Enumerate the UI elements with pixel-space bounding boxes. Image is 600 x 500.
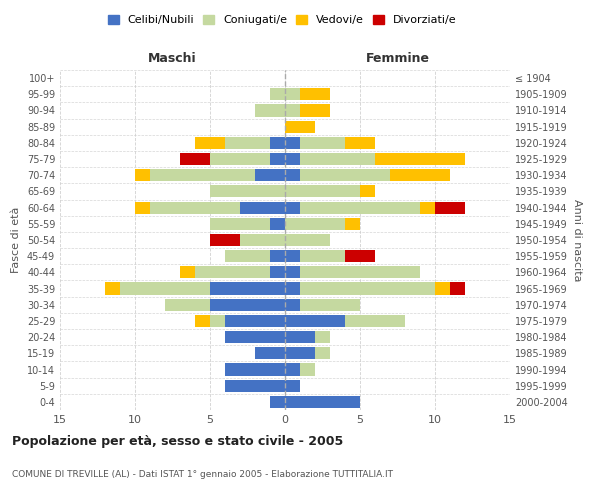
Bar (300, 169, 390, 181)
Bar (345, 218, 360, 230)
Bar (345, 250, 375, 262)
Bar (210, 153, 270, 165)
Bar (180, 266, 195, 278)
Bar (180, 153, 210, 165)
Bar (285, 380, 300, 392)
Bar (165, 298, 210, 311)
Bar (285, 298, 300, 311)
Bar (300, 250, 345, 262)
Bar (255, 169, 285, 181)
Bar (375, 153, 465, 165)
Bar (285, 120, 315, 132)
Bar (285, 331, 315, 343)
Bar (315, 331, 330, 343)
Bar (300, 88, 330, 101)
Bar (270, 250, 285, 262)
Bar (255, 348, 285, 360)
Bar (345, 315, 405, 327)
Bar (210, 298, 285, 311)
Bar (285, 202, 300, 213)
Bar (285, 250, 300, 262)
Bar (270, 137, 285, 149)
Text: COMUNE DI TREVILLE (AL) - Dati ISTAT 1° gennaio 2005 - Elaborazione TUTTITALIA.I: COMUNE DI TREVILLE (AL) - Dati ISTAT 1° … (12, 470, 393, 479)
Bar (195, 266, 270, 278)
Bar (315, 348, 330, 360)
Bar (300, 137, 345, 149)
Bar (270, 266, 285, 278)
Bar (285, 266, 300, 278)
Bar (270, 88, 285, 101)
Bar (225, 137, 270, 149)
Bar (270, 218, 285, 230)
Bar (285, 153, 300, 165)
Bar (285, 186, 360, 198)
Bar (435, 202, 465, 213)
Bar (285, 234, 330, 246)
Bar (120, 282, 210, 294)
Text: Maschi: Maschi (148, 52, 197, 65)
Bar (225, 364, 285, 376)
Bar (105, 282, 120, 294)
Bar (300, 364, 315, 376)
Bar (255, 104, 285, 117)
Bar (285, 348, 315, 360)
Bar (135, 169, 150, 181)
Bar (270, 153, 285, 165)
Bar (225, 331, 285, 343)
Bar (195, 315, 210, 327)
Y-axis label: Anni di nascita: Anni di nascita (572, 198, 581, 281)
Bar (285, 364, 300, 376)
Bar (270, 396, 285, 408)
Bar (210, 234, 240, 246)
Bar (300, 153, 375, 165)
Bar (285, 169, 300, 181)
Bar (225, 315, 285, 327)
Bar (300, 282, 435, 294)
Bar (285, 396, 360, 408)
Bar (390, 169, 450, 181)
Text: Femmine: Femmine (365, 52, 430, 65)
Bar (150, 202, 240, 213)
Bar (210, 186, 285, 198)
Text: Popolazione per età, sesso e stato civile - 2005: Popolazione per età, sesso e stato civil… (12, 435, 343, 448)
Bar (150, 169, 255, 181)
Bar (285, 137, 300, 149)
Bar (210, 218, 270, 230)
Bar (225, 380, 285, 392)
Bar (240, 202, 285, 213)
Bar (285, 218, 345, 230)
Bar (285, 315, 345, 327)
Bar (360, 186, 375, 198)
Bar (435, 282, 450, 294)
Bar (135, 202, 150, 213)
Y-axis label: Fasce di età: Fasce di età (11, 207, 21, 273)
Bar (210, 315, 225, 327)
Bar (420, 202, 435, 213)
Bar (285, 104, 300, 117)
Legend: Celibi/Nubili, Coniugati/e, Vedovi/e, Divorziati/e: Celibi/Nubili, Coniugati/e, Vedovi/e, Di… (103, 10, 461, 30)
Bar (240, 234, 285, 246)
Bar (300, 104, 330, 117)
Bar (345, 137, 375, 149)
Bar (285, 88, 300, 101)
Bar (300, 266, 420, 278)
Bar (225, 250, 270, 262)
Bar (450, 282, 465, 294)
Bar (300, 202, 420, 213)
Bar (300, 298, 360, 311)
Bar (285, 282, 300, 294)
Bar (195, 137, 225, 149)
Bar (210, 282, 285, 294)
